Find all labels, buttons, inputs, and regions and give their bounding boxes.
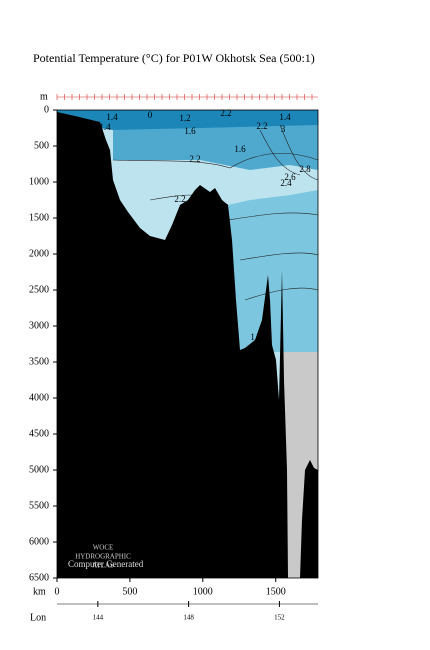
y-tick-label: 3500: [29, 356, 49, 367]
y-tick-label: 1000: [29, 176, 49, 187]
plot-frame: [56, 109, 319, 579]
y-tick-label: 5000: [29, 464, 49, 475]
contour-label: 2.6: [284, 172, 296, 182]
x2-tick-label: 144: [93, 614, 104, 622]
contour-label: 1.6: [250, 332, 262, 342]
water-layer: [228, 190, 318, 352]
contour-label: 1.4: [99, 122, 111, 132]
x-tick-label: 1500: [266, 586, 286, 597]
bathymetry: [57, 112, 318, 578]
footer: Computer Generated: [68, 559, 144, 569]
y-tick-label: 6000: [29, 536, 49, 547]
x-tick-label: 0: [55, 586, 60, 597]
contour-label: 2.2: [189, 154, 200, 164]
y-axis-label: m: [40, 91, 48, 102]
x-tick-label: 500: [122, 586, 137, 597]
logo: ATLAS: [92, 562, 114, 570]
contour-label: 2.2: [174, 194, 185, 204]
y-tick-label: 6500: [29, 572, 49, 583]
contour-label: 2.2: [256, 121, 267, 131]
contour-label: 1.2: [179, 113, 190, 123]
y-tick-label: 4500: [29, 428, 49, 439]
logo: HYDROGRAPHIC: [75, 553, 131, 561]
contour-label: 2.8: [299, 164, 311, 174]
x-tick-label: 1000: [193, 586, 213, 597]
contour-label: 1.6: [234, 144, 246, 154]
x2-tick-label: 148: [183, 614, 194, 622]
contour-label: 1.4: [106, 112, 118, 122]
contour-label: 1.4: [279, 112, 291, 122]
chart-title: Potential Temperature (°C) for P01W Okho…: [33, 51, 315, 65]
x2-tick-label: 152: [274, 614, 285, 622]
contour-label: 2.4: [280, 178, 292, 188]
x-axis-label: km: [33, 586, 46, 597]
y-tick-label: 5500: [29, 500, 49, 511]
y-tick-label: 4000: [29, 392, 49, 403]
x2-axis-label: Lon: [30, 612, 46, 623]
y-tick-label: 500: [34, 140, 49, 151]
contour-label: 2.2: [220, 108, 231, 118]
water-layer: [113, 118, 318, 170]
contour-label: 3: [281, 124, 286, 134]
y-tick-label: 2000: [29, 248, 49, 259]
y-tick-label: 2500: [29, 284, 49, 295]
y-tick-label: 0: [44, 104, 49, 115]
y-tick-label: 3000: [29, 320, 49, 331]
contour-label: 0: [148, 110, 153, 120]
contour-label: 1.6: [184, 126, 196, 136]
water-layer: [57, 110, 318, 130]
y-tick-label: 1500: [29, 212, 49, 223]
logo: WOCE: [93, 544, 114, 552]
